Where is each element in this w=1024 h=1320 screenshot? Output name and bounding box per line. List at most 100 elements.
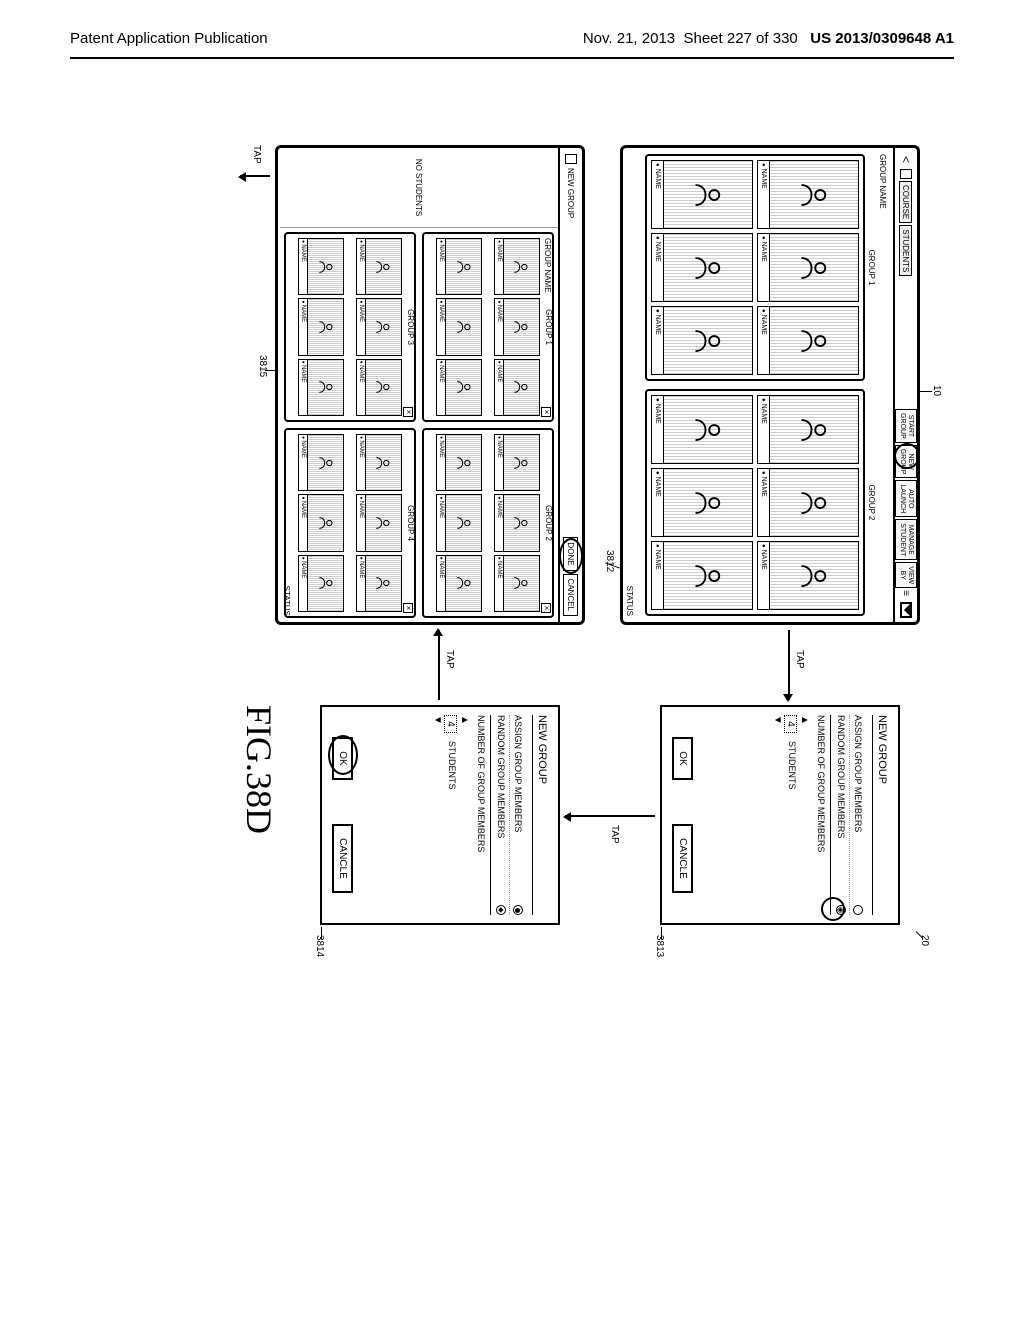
random-row[interactable]: RANDOM GROUP MEMBERS — [836, 715, 846, 915]
crumb-students[interactable]: STUDENTS — [900, 225, 913, 276]
groups-grid: GROUP 1×NAMENAMENAMENAMENAMENAME GROUP 2… — [280, 228, 558, 622]
mini-student[interactable]: NAME — [356, 298, 402, 355]
mini-student[interactable]: NAME — [299, 359, 345, 416]
close-g2[interactable]: × — [541, 603, 551, 613]
dialog2-title: NEW GROUP — [532, 715, 548, 915]
mini-student[interactable]: NAME — [437, 298, 483, 355]
student-card[interactable]: NAME — [757, 468, 859, 537]
assign-row-2[interactable]: ASSIGN GROUP MEMBERS — [513, 715, 523, 915]
random-radio-2[interactable] — [496, 905, 506, 915]
stepper-up-2[interactable]: ▲ — [459, 715, 469, 733]
stepper[interactable]: ▲ 4 ▼ — [772, 715, 809, 733]
close-g1[interactable]: × — [541, 407, 551, 417]
group2-title: GROUP 2 — [867, 389, 876, 616]
header-right: Nov. 21, 2013 Sheet 227 of 330 US 2013/0… — [583, 30, 954, 47]
page-header: Patent Application Publication Nov. 21, … — [0, 0, 1024, 57]
mini-student[interactable]: NAME — [437, 359, 483, 416]
student-card[interactable]: NAME — [757, 233, 859, 302]
mini-student[interactable]: NAME — [356, 359, 402, 416]
cancel-button-b[interactable]: CANCEL — [564, 574, 579, 616]
group1-title: GROUP 1 — [867, 154, 876, 381]
tap-label-2: TAP — [609, 825, 620, 844]
ref3815-leader — [265, 370, 275, 371]
random-row-2[interactable]: RANDOM GROUP MEMBERS — [496, 715, 506, 915]
close-g4[interactable]: × — [403, 603, 413, 613]
ok-button-1[interactable]: OK — [672, 737, 693, 779]
ref-3812: 3812 — [604, 550, 615, 572]
arrow-d2-to-b — [438, 630, 440, 700]
students-label-2: STUDENTS — [448, 741, 458, 790]
mini-student[interactable]: NAME — [299, 298, 345, 355]
crumb-course[interactable]: COURSE — [900, 181, 913, 223]
no-students-panel: NO STUDENTS — [280, 148, 558, 228]
student-card[interactable]: NAME — [757, 541, 859, 610]
view-by-button[interactable]: VIEW BY — [895, 562, 917, 588]
figure-label: FIG.38D — [238, 705, 280, 834]
new-group-label: NEW GROUP — [567, 168, 576, 218]
cancel-button-2[interactable]: CANCLE — [332, 824, 353, 893]
close-g3[interactable]: × — [403, 407, 413, 417]
mini-student[interactable]: NAME — [437, 434, 483, 491]
mini-group-3: GROUP 3×NAMENAMENAMENAMENAMENAME — [284, 232, 416, 422]
assign-radio[interactable] — [853, 905, 863, 915]
back-icon[interactable]: < — [899, 152, 913, 167]
student-card[interactable]: NAME — [651, 233, 753, 302]
student-card[interactable]: NAME — [651, 160, 753, 229]
mini-group-1: GROUP 1×NAMENAMENAMENAMENAMENAME — [422, 232, 554, 422]
mini-group-2: GROUP 2×NAMENAMENAMENAMENAMENAME — [422, 428, 554, 618]
student-card[interactable]: NAME — [651, 306, 753, 375]
mini-student[interactable]: NAME — [299, 434, 345, 491]
student-card[interactable]: NAME — [651, 541, 753, 610]
mini-student[interactable]: NAME — [299, 238, 345, 295]
list-icon[interactable]: ≡ — [901, 590, 912, 596]
stepper-down-2[interactable]: ▼ — [432, 715, 442, 733]
mini-student[interactable]: NAME — [494, 494, 540, 551]
mini-student[interactable]: NAME — [494, 434, 540, 491]
stepper-up[interactable]: ▲ — [799, 715, 809, 733]
student-card[interactable]: NAME — [651, 468, 753, 537]
mini-student[interactable]: NAME — [437, 555, 483, 612]
mini-student[interactable]: NAME — [356, 434, 402, 491]
student-card[interactable]: NAME — [757, 395, 859, 464]
student-card[interactable]: NAME — [651, 395, 753, 464]
arrow-a-to-d1 — [788, 630, 790, 700]
mini-student[interactable]: NAME — [494, 555, 540, 612]
mini-student[interactable]: NAME — [437, 494, 483, 551]
mini-student[interactable]: NAME — [299, 555, 345, 612]
stepper-down[interactable]: ▼ — [772, 715, 782, 733]
group2-grid: NAMENAMENAMENAMENAMENAME — [645, 389, 865, 616]
mail-icon[interactable] — [900, 602, 912, 618]
numof-label-2: NUMBER OF GROUP MEMBERS — [476, 715, 486, 915]
status-label-b: STATUS — [282, 586, 291, 616]
mini-student[interactable]: NAME — [356, 555, 402, 612]
auto-launch-button[interactable]: AUTO LAUNCH — [895, 480, 917, 517]
mini-student[interactable]: NAME — [356, 494, 402, 551]
tap-label-1: TAP — [794, 650, 805, 669]
ref-3814: 3814 — [314, 935, 325, 957]
ref3814-leader — [321, 927, 322, 939]
tap-label-4: TAP — [251, 145, 262, 164]
assign-row[interactable]: ASSIGN GROUP MEMBERS — [853, 715, 863, 915]
mini-student[interactable]: NAME — [494, 298, 540, 355]
stepper-value-2: 4 — [444, 715, 457, 733]
cancel-button-1[interactable]: CANCLE — [672, 824, 693, 893]
mini-student[interactable]: NAME — [437, 238, 483, 295]
mini-student[interactable]: NAME — [356, 238, 402, 295]
mini-group-4: GROUP 4×NAMENAMENAMENAMENAMENAME — [284, 428, 416, 618]
doc-icon — [900, 169, 912, 179]
screen-b: NEW GROUP DONE CANCEL NO STUDENTS GROUP … — [275, 145, 585, 625]
mini-student[interactable]: NAME — [299, 494, 345, 551]
student-card[interactable]: NAME — [757, 306, 859, 375]
group-name-label-b: GROUP NAME — [543, 238, 552, 293]
assign-radio-2[interactable] — [513, 905, 523, 915]
start-group-button[interactable]: START GROUP — [895, 409, 917, 443]
screen-a: < COURSE STUDENTS START GROUP NEW GROUP … — [620, 145, 920, 625]
mini-student[interactable]: NAME — [494, 359, 540, 416]
figure-area: 10 < COURSE STUDENTS START GROUP NEW GRO… — [60, 120, 960, 1220]
stepper-2[interactable]: ▲ 4 ▼ — [432, 715, 469, 733]
dialog-2: NEW GROUP ASSIGN GROUP MEMBERS RANDOM GR… — [320, 705, 560, 925]
student-card[interactable]: NAME — [757, 160, 859, 229]
ref-10: 10 — [931, 385, 942, 396]
manage-student-button[interactable]: MANAGE STUDENT — [895, 519, 917, 560]
mini-student[interactable]: NAME — [494, 238, 540, 295]
